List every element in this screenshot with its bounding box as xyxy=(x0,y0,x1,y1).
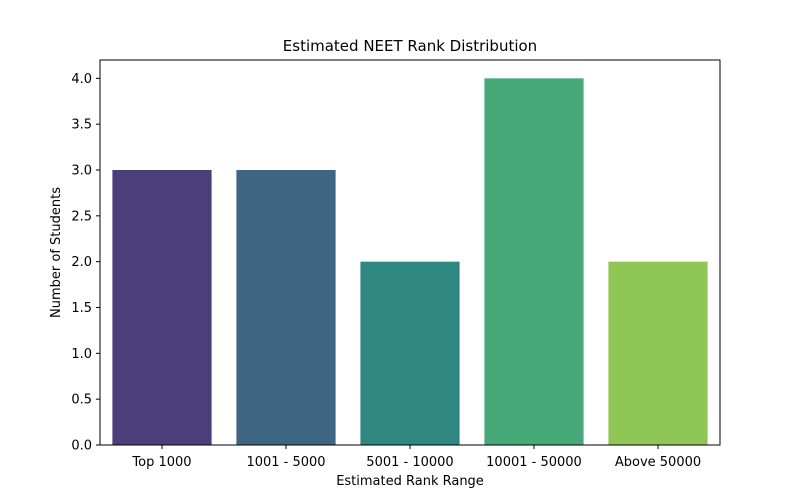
x-tick-label: 10001 - 50000 xyxy=(486,455,582,470)
bar xyxy=(608,261,708,445)
bar xyxy=(360,261,460,445)
x-tick-label: Top 1000 xyxy=(131,455,191,470)
x-tick-label: 1001 - 5000 xyxy=(246,455,325,470)
y-tick-label: 2.5 xyxy=(71,209,92,224)
bar xyxy=(484,78,584,445)
plot-area xyxy=(112,78,708,445)
y-tick-label: 2.0 xyxy=(71,255,92,270)
y-axis-ticks: 0.0 0.5 1.0 1.5 2.0 2.5 3.0 3.5 4.0 xyxy=(71,72,100,454)
y-tick-label: 3.5 xyxy=(71,118,92,133)
y-tick-label: 0.5 xyxy=(71,393,92,408)
y-tick-label: 1.5 xyxy=(71,301,92,316)
bar xyxy=(236,170,336,445)
y-tick-label: 1.0 xyxy=(71,347,92,362)
y-tick-label: 4.0 xyxy=(71,72,92,87)
plot-frame xyxy=(99,59,721,446)
x-tick-label: Above 50000 xyxy=(615,455,701,470)
x-axis-ticks: Top 1000 1001 - 5000 5001 - 10000 10001 - 5… xyxy=(131,445,701,470)
y-axis-label: Number of Students xyxy=(49,187,64,318)
chart-title: Estimated NEET Rank Distribution xyxy=(283,37,537,55)
bar xyxy=(112,170,212,445)
y-tick-label: 3.0 xyxy=(71,164,92,179)
x-tick-label: 5001 - 10000 xyxy=(366,455,453,470)
x-axis-label: Estimated Rank Range xyxy=(336,474,484,489)
y-tick-label: 0.0 xyxy=(71,439,92,454)
